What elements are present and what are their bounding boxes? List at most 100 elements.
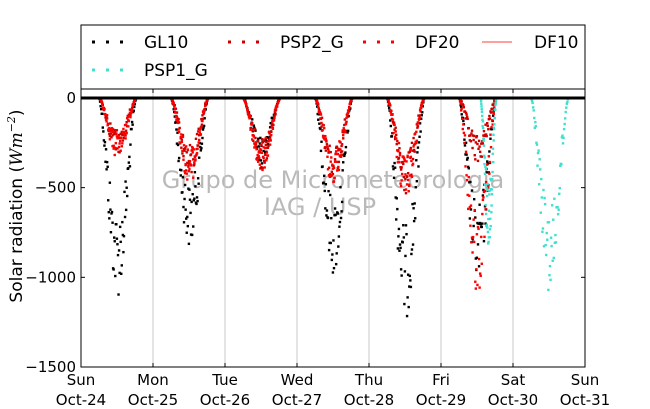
data-point-df20 (325, 139, 328, 142)
data-point-psp2_g (476, 142, 479, 146)
data-point-psp2_g (327, 151, 330, 154)
data-point-gl10 (196, 199, 199, 203)
data-point-df20 (257, 151, 260, 154)
data-point-gl10 (491, 114, 495, 117)
data-point-gl10 (337, 235, 341, 238)
data-point-gl10 (202, 126, 205, 129)
data-point-psp2_g (330, 170, 334, 174)
data-point-gl10 (121, 233, 125, 237)
x-tick-label-date: Oct-24 (56, 391, 106, 409)
data-point-df20 (197, 141, 200, 144)
data-point-gl10 (400, 274, 403, 277)
data-point-df20 (186, 178, 189, 181)
data-point-psp2_g (253, 128, 257, 131)
data-point-df20 (185, 172, 188, 175)
data-point-gl10 (201, 128, 205, 131)
data-point-gl10 (317, 118, 320, 121)
data-point-psp2_g (485, 134, 488, 138)
data-point-psp1_g (531, 106, 535, 109)
data-point-psp1_g (562, 127, 566, 131)
data-point-df20 (182, 144, 186, 147)
data-point-psp2_g (268, 132, 271, 135)
data-point-df20 (466, 193, 469, 197)
data-point-gl10 (191, 193, 194, 196)
data-point-psp2_g (419, 110, 422, 113)
data-point-psp1_g (558, 186, 561, 190)
data-point-gl10 (198, 156, 201, 159)
data-point-df20 (421, 102, 424, 105)
data-point-psp2_g (392, 121, 396, 124)
data-point-df20 (479, 274, 482, 277)
data-point-psp1_g (494, 108, 497, 112)
data-point-gl10 (339, 216, 343, 220)
data-point-df20 (113, 153, 116, 157)
data-point-gl10 (188, 198, 192, 201)
data-point-gl10 (469, 208, 473, 211)
data-point-df20 (399, 184, 403, 188)
data-point-df20 (332, 166, 336, 170)
data-point-psp2_g (469, 140, 473, 143)
data-point-gl10 (192, 225, 195, 228)
legend: GL10 PSP2_G DF20 DF10 PSP1_G (80, 24, 586, 90)
data-point-psp1_g (492, 139, 495, 142)
data-point-df20 (339, 155, 343, 158)
data-point-psp2_g (486, 122, 489, 125)
data-point-df20 (462, 123, 465, 126)
data-point-gl10 (177, 159, 180, 163)
data-point-psp1_g (533, 126, 536, 129)
data-point-psp2_g (260, 138, 264, 141)
data-point-psp2_g (475, 134, 479, 138)
y-axis-label: Solar radiation (Wm−2) (5, 109, 27, 302)
data-point-df20 (189, 164, 193, 167)
data-point-df20 (194, 154, 198, 157)
data-point-gl10 (119, 240, 122, 244)
data-point-df20 (330, 174, 334, 177)
data-point-df20 (198, 131, 201, 134)
data-point-df20 (127, 119, 131, 123)
data-point-df20 (133, 100, 136, 103)
data-point-df20 (491, 111, 495, 114)
data-point-gl10 (193, 171, 197, 174)
data-point-gl10 (109, 231, 113, 234)
data-point-df20 (258, 156, 261, 160)
data-point-gl10 (407, 305, 410, 309)
data-point-df20 (326, 155, 329, 158)
data-point-df20 (469, 224, 472, 227)
data-point-df20 (182, 158, 185, 161)
data-point-gl10 (333, 207, 337, 210)
data-point-psp1_g (485, 186, 488, 190)
data-point-gl10 (489, 137, 492, 140)
data-point-gl10 (127, 167, 130, 170)
data-point-gl10 (107, 199, 110, 202)
data-point-psp2_g (469, 134, 472, 137)
data-point-df20 (188, 167, 191, 171)
data-point-df20 (130, 110, 133, 114)
data-point-psp2_g (329, 150, 332, 154)
data-point-psp1_g (494, 99, 498, 102)
data-point-psp1_g (566, 100, 569, 104)
data-point-gl10 (330, 216, 333, 220)
data-point-df20 (336, 169, 339, 172)
data-point-df20 (408, 183, 411, 186)
data-point-df20 (198, 138, 201, 142)
data-point-psp2_g (491, 103, 495, 107)
data-point-psp1_g (487, 209, 491, 213)
data-point-df20 (344, 122, 348, 125)
data-point-gl10 (199, 149, 203, 152)
data-point-df20 (252, 128, 255, 132)
data-point-df20 (476, 225, 480, 229)
data-point-gl10 (488, 150, 491, 153)
data-point-psp2_g (484, 133, 488, 136)
data-point-df20 (463, 141, 466, 145)
data-point-df20 (275, 105, 279, 108)
data-point-df20 (267, 140, 270, 143)
data-point-gl10 (258, 142, 262, 145)
data-point-psp2_g (182, 155, 185, 158)
data-point-psp2_g (397, 156, 401, 160)
data-point-psp2_g (395, 142, 398, 146)
data-point-df20 (129, 115, 132, 119)
data-point-psp1_g (544, 243, 547, 247)
data-point-psp1_g (542, 245, 546, 248)
data-point-psp1_g (484, 167, 488, 170)
y-axis-label-unit: Wm (7, 132, 27, 166)
